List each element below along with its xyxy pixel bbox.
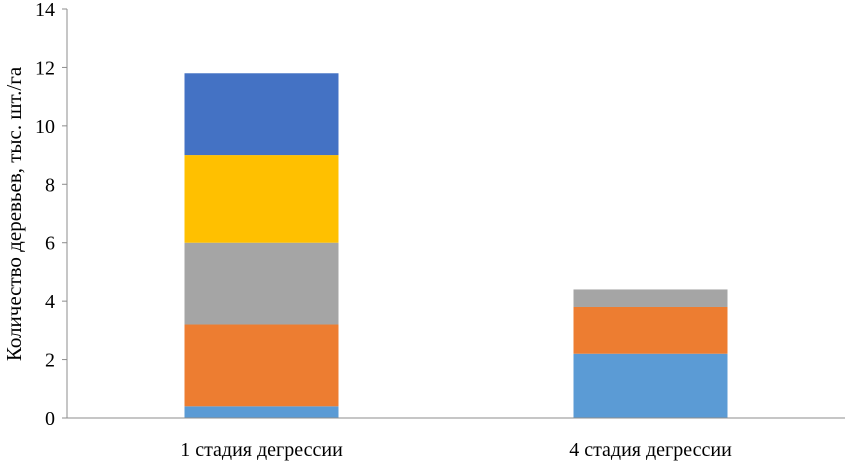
bar-segment [184, 324, 339, 407]
y-axis-title: Количество деревьев, тыс. шт./га [2, 66, 26, 361]
plot-area: 0 2 4 6 8 10 12 14 1 стадия дегрессии 4 стадия де… [35, 0, 845, 461]
y-tick-label: 12 [35, 57, 55, 79]
bar-segment [184, 155, 339, 243]
bar-segment [573, 289, 728, 307]
bar-segment [184, 406, 339, 418]
x-tick-label: 1 стадия дегрессии [180, 439, 343, 461]
y-tick-label: 4 [45, 291, 55, 313]
y-tick-label: 0 [45, 408, 55, 430]
x-tick-label: 4 стадия дегрессии [569, 439, 732, 461]
y-tick-label: 14 [35, 0, 55, 21]
bar-segment [573, 353, 728, 418]
bar-segment [573, 306, 728, 354]
y-tick-label: 2 [45, 350, 55, 372]
y-tick-label: 10 [35, 116, 55, 138]
bar-segment [184, 73, 339, 156]
y-tick-label: 6 [45, 233, 55, 255]
bar-segment [184, 242, 339, 325]
y-tick-label: 8 [45, 174, 55, 196]
